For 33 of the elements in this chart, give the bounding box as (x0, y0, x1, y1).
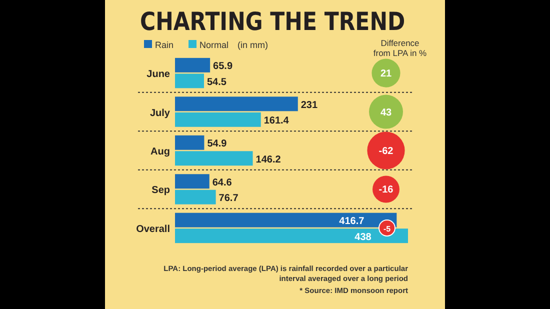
y-tick-label: July (150, 108, 170, 119)
legend-label: Normal (200, 40, 229, 50)
bar (175, 174, 210, 189)
bar (175, 190, 216, 204)
data-label: 76.7 (218, 193, 239, 204)
data-label: 146.2 (256, 154, 282, 166)
data-label: 54.9 (207, 138, 228, 150)
data-label: 65.9 (213, 61, 233, 72)
bar (175, 74, 204, 88)
data-label: 438 (354, 232, 372, 243)
data-label: 161.4 (264, 116, 290, 127)
y-tick-label: June (146, 69, 170, 80)
annotation: Difference from LPA in % (373, 38, 428, 58)
annotation: -16 (378, 184, 394, 196)
annotation: -5 (383, 224, 392, 234)
chart-title: CHARTING THE TREND (140, 7, 406, 36)
bar (175, 58, 210, 72)
bar (175, 135, 204, 150)
annotation: 21 (380, 68, 392, 80)
data-label: 54.5 (206, 76, 227, 88)
legend-title: (in mm) (238, 40, 268, 50)
bar (175, 151, 253, 166)
bar (175, 112, 261, 127)
data-label: 64.6 (212, 177, 232, 188)
annotation: -62 (378, 146, 394, 157)
annotation: 43 (380, 107, 392, 118)
data-label: 416.7 (339, 216, 365, 228)
data-label: 231 (300, 100, 318, 111)
bar (175, 96, 298, 112)
y-tick-label: Aug (150, 146, 170, 158)
legend-label: Rain (155, 40, 174, 50)
y-tick-label: Sep (152, 185, 170, 196)
y-tick-label: Overall (136, 224, 170, 235)
